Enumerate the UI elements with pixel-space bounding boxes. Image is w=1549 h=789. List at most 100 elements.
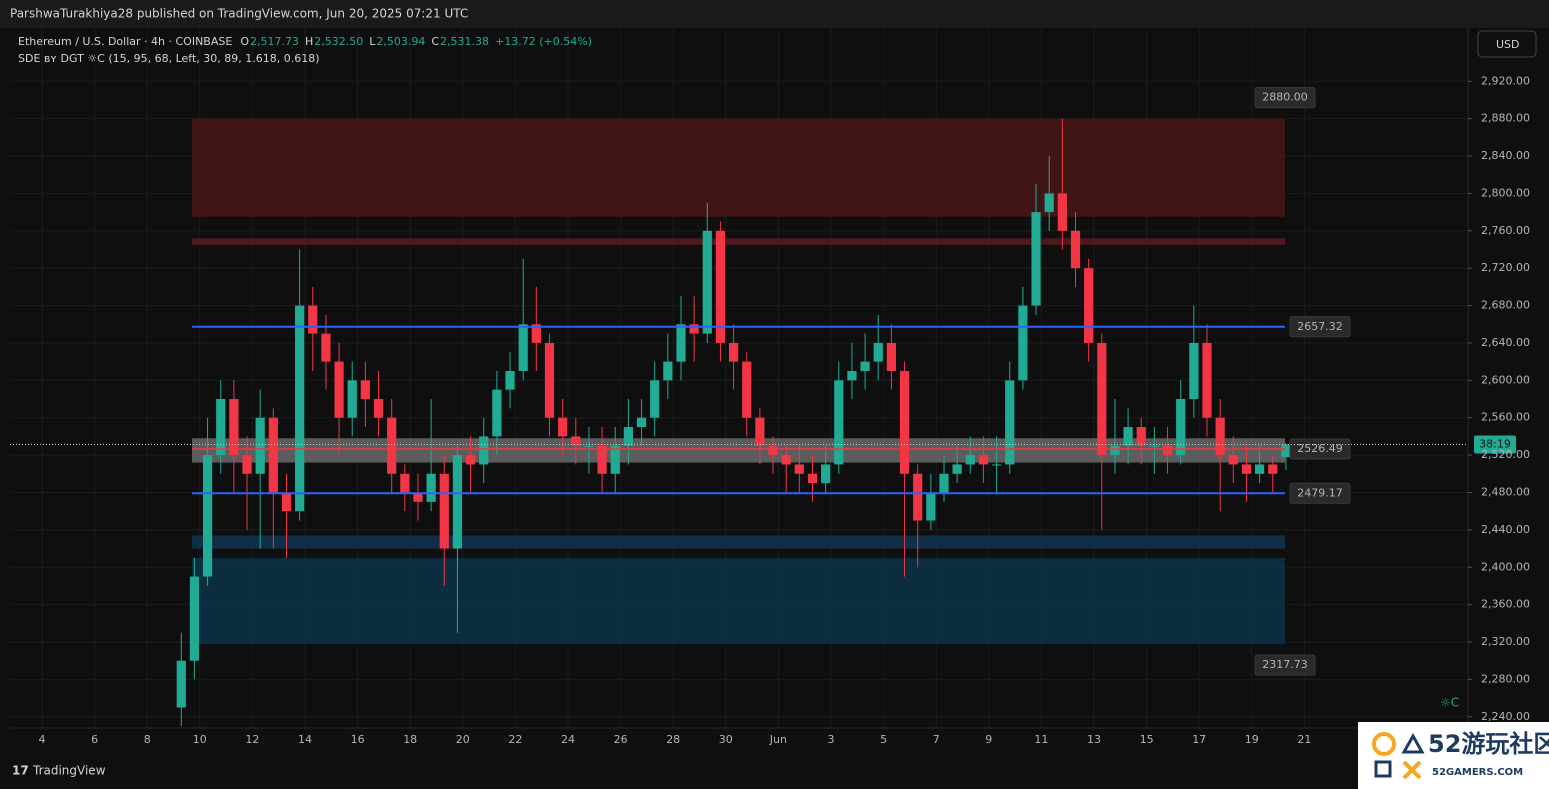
x-tick-label: 6 [91, 733, 98, 746]
ohlc-value: 2,517.73 [250, 35, 299, 48]
x-tick-label: Jun [769, 733, 787, 746]
candle-body [1149, 445, 1159, 447]
ohlc-key: L [369, 35, 376, 48]
candle-body [229, 399, 239, 456]
candle-body [347, 380, 357, 418]
level-label: 2479.17 [1297, 486, 1343, 499]
candle-body [334, 361, 344, 418]
y-tick-label: 2,720.00 [1481, 261, 1530, 274]
candle-body [439, 473, 449, 549]
candle-body [216, 399, 226, 456]
currency[interactable]: USD [1496, 38, 1520, 51]
candle-body [991, 464, 1002, 466]
candle-body [255, 417, 265, 474]
x-tick-label: 22 [508, 733, 522, 746]
x-tick-label: 26 [614, 733, 628, 746]
candle-body [689, 324, 699, 334]
candle-body [1031, 212, 1041, 306]
level-label-box [1254, 87, 1316, 109]
indicator-icon: ☼C [1440, 696, 1459, 710]
y-tick-label: 2,440.00 [1481, 523, 1530, 536]
candle-body [702, 230, 712, 334]
candle-body [1254, 464, 1265, 474]
candle-body [1070, 230, 1081, 269]
level-label-box [1289, 316, 1351, 338]
ohlc-key: C [431, 35, 439, 48]
candle-body [1123, 427, 1133, 446]
watermark-logo [1372, 732, 1396, 756]
x-tick-label: 19 [1245, 733, 1259, 746]
candle-body [452, 455, 463, 549]
level-label-box [1289, 438, 1351, 460]
x-tick-label: 9 [985, 733, 992, 746]
candle-body [242, 455, 252, 474]
candle-body [899, 370, 910, 474]
y-tick-label: 2,680.00 [1481, 299, 1530, 312]
level-label-box [1289, 482, 1351, 504]
candle-body [505, 370, 515, 390]
candle-body [1136, 427, 1146, 446]
level-label: 2657.32 [1297, 320, 1343, 333]
candle-body [281, 492, 292, 512]
symbol: Ethereum / U.S. Dollar · 4h · COINBASE [18, 35, 232, 48]
candle-body [360, 380, 370, 400]
ohlc-key: H [305, 35, 313, 48]
candle-body [1228, 455, 1238, 465]
candle-body [663, 361, 673, 381]
candle-body [268, 417, 278, 493]
x-tick-label: 12 [245, 733, 259, 746]
y-tick-label: 2,320.00 [1481, 635, 1530, 648]
watermark-logo [1401, 732, 1425, 754]
candle-body [1005, 380, 1015, 465]
zone [192, 535, 1285, 549]
candle-body [1241, 464, 1252, 474]
candle-body [492, 389, 502, 437]
y-tick-label: 2,280.00 [1481, 672, 1530, 685]
candle-body [742, 361, 752, 418]
candle-body [597, 445, 607, 474]
x-tick-label: 10 [193, 733, 207, 746]
candle-body [479, 436, 489, 465]
x-tick-label: 30 [719, 733, 733, 746]
y-tick-label: 2,920.00 [1481, 74, 1530, 87]
candle-body [794, 464, 804, 474]
candle-body [873, 342, 883, 362]
candle-body [1162, 445, 1173, 456]
candle-body [373, 399, 384, 418]
candle-body [860, 361, 870, 371]
x-tick-label: 17 [1192, 733, 1206, 746]
candle-body [886, 342, 896, 371]
candle-body [531, 324, 541, 343]
candle-body [465, 455, 476, 465]
candle-body [650, 380, 660, 418]
candle-body [295, 305, 305, 512]
candle-body [1215, 417, 1225, 456]
candle-body [571, 436, 581, 446]
ohlc-key: O [240, 35, 249, 48]
candle-body [400, 473, 410, 493]
y-tick-label: 2,640.00 [1481, 336, 1530, 349]
change: +13.72 (+0.54%) [495, 35, 592, 48]
candle-body [636, 417, 647, 428]
y-tick-label: 2,880.00 [1481, 112, 1530, 125]
watermark-logo [1402, 760, 1422, 780]
candle-body [807, 473, 818, 484]
zone [192, 557, 1285, 645]
x-tick-label: 13 [1087, 733, 1101, 746]
y-tick-label: 2,760.00 [1481, 224, 1530, 237]
x-tick-label: 3 [828, 733, 835, 746]
candle-body [1189, 342, 1199, 400]
x-tick-label: 21 [1297, 733, 1311, 746]
y-tick-label: 2,800.00 [1481, 186, 1530, 199]
x-tick-label: 4 [39, 733, 46, 746]
candle-body [1057, 193, 1067, 231]
y-tick-label: 2,480.00 [1481, 485, 1530, 498]
candle-body [1268, 464, 1278, 474]
currency-button[interactable] [1477, 30, 1537, 58]
footer-logo: TradingView [32, 764, 106, 778]
candle-body [176, 660, 186, 708]
candle-body [584, 445, 594, 447]
watermark-box [1358, 722, 1549, 789]
candle-body [1202, 342, 1212, 418]
